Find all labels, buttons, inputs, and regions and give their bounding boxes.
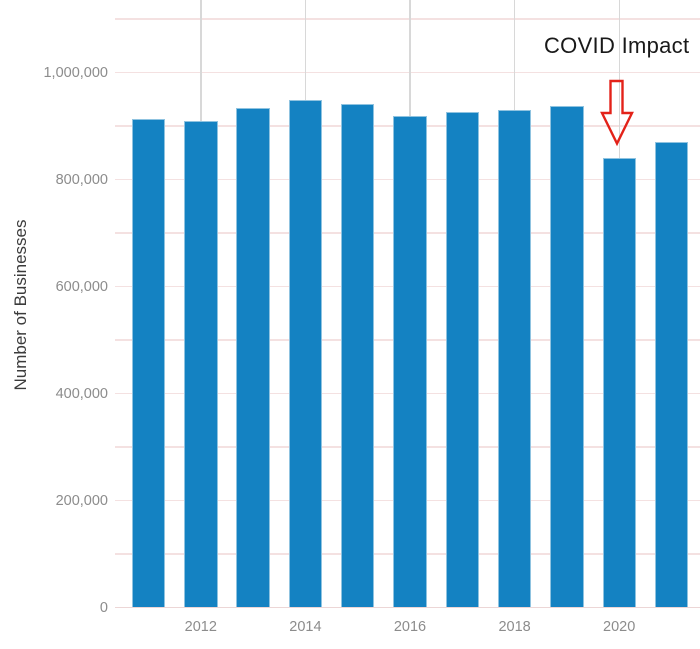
covid-impact-down-arrow-icon [599, 79, 634, 147]
bar-2012 [184, 121, 218, 608]
bar-2019 [550, 105, 584, 608]
y-tick-label: 800,000 [55, 171, 108, 188]
x-tick-label: 2018 [498, 619, 531, 635]
y-tick-label: 200,000 [55, 492, 108, 509]
x-axis-line [115, 606, 700, 609]
x-tick-label: 2012 [184, 619, 217, 635]
horizontal-gridline [115, 18, 700, 20]
x-tick-label: 2014 [289, 619, 322, 635]
bar-2014 [288, 99, 323, 608]
y-tick-label: 600,000 [55, 278, 108, 295]
bar-2020 [602, 158, 636, 608]
x-tick-label: 2016 [393, 619, 427, 635]
bar-2015 [340, 103, 375, 608]
bar-2018 [497, 109, 532, 608]
y-tick-label: 400,000 [55, 385, 108, 402]
y-tick-label: 1,000,000 [43, 64, 108, 81]
bar-2017 [445, 112, 479, 608]
bar-2013 [236, 108, 270, 608]
down-arrow-shape [599, 79, 634, 147]
y-axis-title: Number of Businesses [11, 219, 30, 391]
bar-2021 [654, 141, 689, 608]
bar-2016 [393, 115, 427, 608]
horizontal-gridline [115, 71, 700, 74]
x-tick-label: 2020 [603, 619, 636, 635]
y-tick-label: 0 [99, 599, 108, 616]
bar-2011 [131, 119, 166, 608]
covid-impact-annotation: COVID Impact [543, 33, 690, 58]
